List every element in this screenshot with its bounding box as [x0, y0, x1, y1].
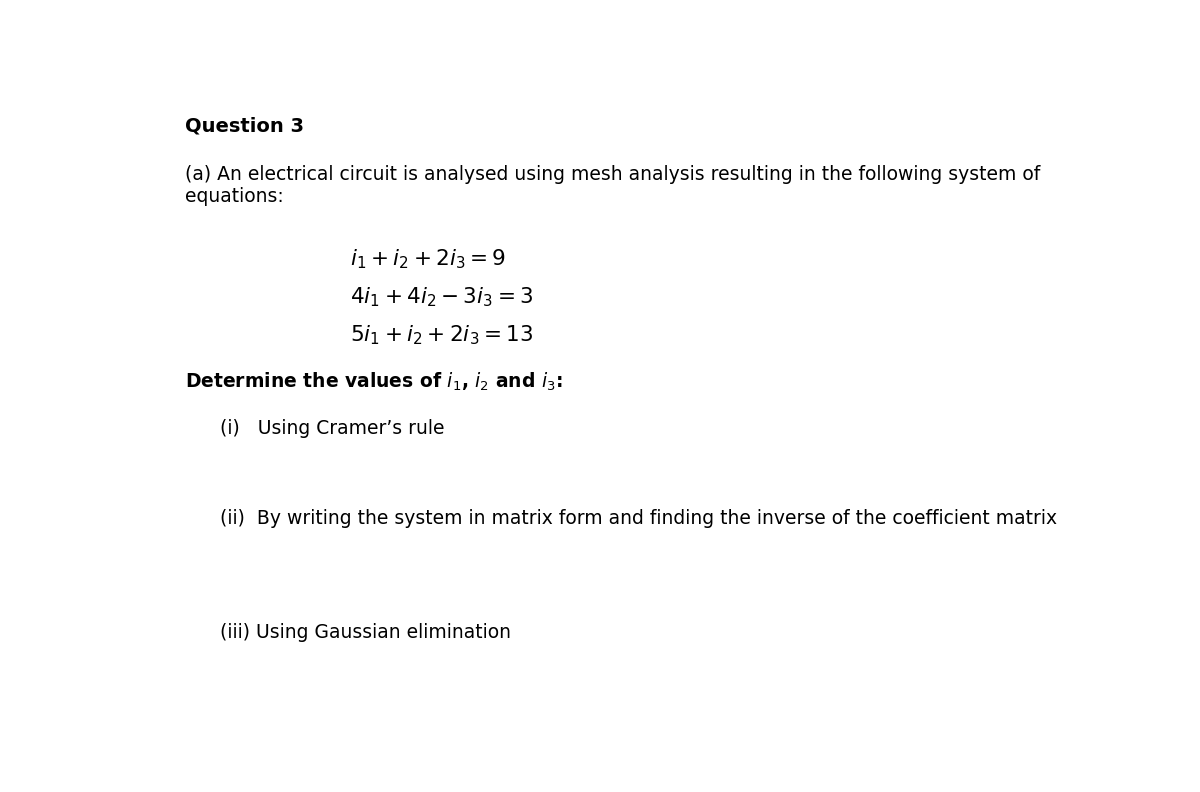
- Text: $4\mathbf{\mathit{i}}_{1} + 4\mathbf{\mathit{i}}_{2} - 3\mathbf{\mathit{i}}_{3} : $4\mathbf{\mathit{i}}_{1} + 4\mathbf{\ma…: [350, 285, 533, 309]
- Text: Determine the values of $\mathit{i}_1$, $\mathit{i}_2$ and $\mathit{i}_3$:: Determine the values of $\mathit{i}_1$, …: [185, 371, 563, 393]
- Text: (iii) Using Gaussian elimination: (iii) Using Gaussian elimination: [220, 623, 511, 642]
- Text: $5\mathbf{\mathit{i}}_{1} + \mathbf{\mathit{i}}_{2} + 2\mathbf{\mathit{i}}_{3} =: $5\mathbf{\mathit{i}}_{1} + \mathbf{\mat…: [350, 323, 533, 347]
- Text: (ii)  By writing the system in matrix form and finding the inverse of the coeffi: (ii) By writing the system in matrix for…: [220, 508, 1057, 527]
- Text: (i)   Using Cramer’s rule: (i) Using Cramer’s rule: [220, 420, 444, 439]
- Text: $\mathbf{\mathit{i}}_{1} + \mathbf{\mathit{i}}_{2} + 2\mathbf{\mathit{i}}_{3} = : $\mathbf{\mathit{i}}_{1} + \mathbf{\math…: [350, 247, 506, 271]
- Text: (a) An electrical circuit is analysed using mesh analysis resulting in the follo: (a) An electrical circuit is analysed us…: [185, 166, 1040, 206]
- Text: Question 3: Question 3: [185, 116, 305, 135]
